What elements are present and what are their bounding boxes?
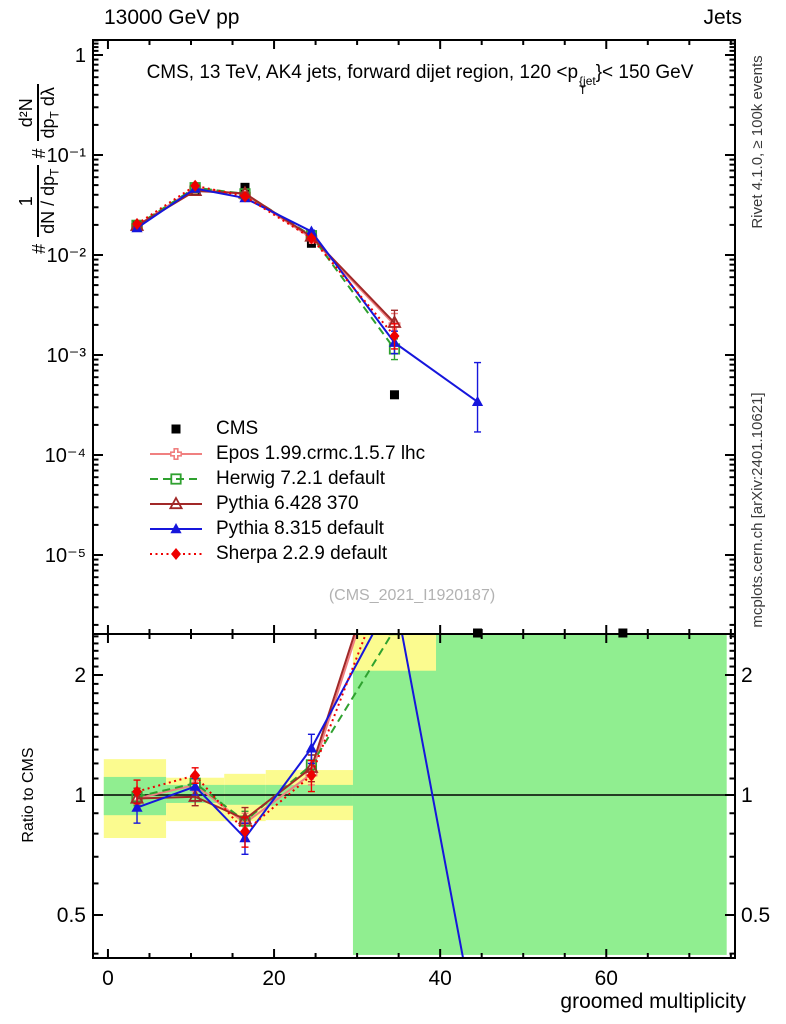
data-point-marker xyxy=(168,495,184,509)
data-point-marker xyxy=(131,801,143,812)
analysis-id-watermark: (CMS_2021_I1920187) xyxy=(328,587,496,604)
legend-item-cms: CMS xyxy=(148,416,425,441)
beam-energy-label: 13000 GeV pp xyxy=(104,6,240,29)
main-y-tick-label: 10⁻⁵ xyxy=(45,545,86,567)
main-y-tick-label: 1 xyxy=(75,45,86,67)
main-y-tick-label: 10⁻⁴ xyxy=(45,445,86,467)
legend-marker-cms xyxy=(171,424,181,433)
legend-item-sherpa: Sherpa 2.2.9 default xyxy=(148,541,425,566)
x-axis-label: groomed multiplicity xyxy=(560,990,746,1013)
ratio-y-tick-label-right: 1 xyxy=(741,784,753,807)
data-point-marker xyxy=(305,225,318,236)
data-point-marker xyxy=(306,232,317,245)
data-point-marker xyxy=(389,329,400,342)
legend-label-epos: Epos 1.99.crmc.1.5.7 lhc xyxy=(216,442,426,464)
x-tick-label: 60 xyxy=(595,967,618,990)
axis-ticks xyxy=(93,39,735,958)
data-point-marker xyxy=(239,190,250,203)
plot-title-prefix: CMS, 13 TeV, AK4 jets, forward dijet reg… xyxy=(146,62,579,83)
data-point-marker xyxy=(171,424,181,433)
ratio-line-pythia8 xyxy=(136,634,465,958)
legend-marker-pythia6 xyxy=(150,495,202,509)
fraction-denominator: dpT dλ xyxy=(36,84,62,142)
series-line-herwig xyxy=(136,186,396,350)
x-tick-label: 40 xyxy=(428,967,451,990)
legend-item-herwig: Herwig 7.2.1 default xyxy=(148,466,425,491)
hash-symbol: # xyxy=(28,243,49,254)
main-y-axis-label: # 1 dN / dpT # d²N dpT dλ xyxy=(10,34,68,304)
data-point-marker xyxy=(170,447,182,460)
data-point-marker xyxy=(170,522,182,533)
legend-marker-pythia8 xyxy=(150,522,202,533)
data-point-marker xyxy=(190,179,201,192)
series-line-pythia8 xyxy=(136,187,479,403)
series-ratio-sherpa xyxy=(132,634,367,848)
legend-marker-epos xyxy=(150,447,202,460)
fraction-numerator: 1 xyxy=(15,196,36,207)
x-tick-label: 0 xyxy=(102,967,114,990)
series-line-pythia6 xyxy=(136,189,396,324)
fraction-denominator: dN / dpT xyxy=(36,165,62,237)
series-main-pythia8 xyxy=(131,182,484,433)
main-y-tick-label: 10⁻¹ xyxy=(47,145,87,167)
main-y-tick-label: 10⁻² xyxy=(47,245,87,267)
legend-item-pythia8: Pythia 8.315 default xyxy=(148,516,425,541)
main-y-tick-label: 10⁻³ xyxy=(47,345,87,367)
legend-label-herwig: Herwig 7.2.1 default xyxy=(216,467,385,489)
series-ratio-pythia8 xyxy=(131,634,465,958)
legend-item-pythia6: Pythia 6.428 370 xyxy=(148,491,425,516)
series-main-sherpa xyxy=(132,179,400,350)
legend: CMS Epos 1.99.crmc.1.5.7 lhc Herwig 7.2.1 … xyxy=(148,416,425,566)
ratio-y-tick-label-right: 0.5 xyxy=(741,904,770,927)
legend-label-cms: CMS xyxy=(216,417,259,439)
data-point-marker xyxy=(306,769,317,782)
ratio-line-sherpa xyxy=(136,634,367,833)
fraction-numerator: d²N xyxy=(15,98,36,128)
data-point-marker xyxy=(305,742,318,753)
ratio-y-tick-label-left: 0.5 xyxy=(57,904,86,927)
fraction-one-over-dndpt: 1 dN / dpT xyxy=(15,165,62,237)
plot-title: CMS, 13 TeV, AK4 jets, forward dijet reg… xyxy=(60,62,780,97)
pt-jet-superscript: {jet xyxy=(579,74,596,88)
plot-title-suffix: }< 150 GeV xyxy=(595,62,694,83)
data-point-marker xyxy=(189,780,201,791)
legend-marker-sherpa xyxy=(150,547,202,560)
legend-marker-herwig xyxy=(150,472,202,485)
legend-label-sherpa: Sherpa 2.2.9 default xyxy=(216,542,388,564)
band-total-uncertainty xyxy=(352,634,437,671)
ratio-y-tick-label-right: 2 xyxy=(741,664,753,687)
legend-label-pythia6: Pythia 6.428 370 xyxy=(216,492,359,514)
data-point-marker xyxy=(171,547,181,560)
legend-item-epos: Epos 1.99.crmc.1.5.7 lhc xyxy=(148,441,425,466)
ratio-y-tick-label-left: 2 xyxy=(74,664,86,687)
mcplots-reference-note: mcplots.cern.ch [arXiv:2401.10621] xyxy=(749,392,766,628)
pt-jet-supsub: {jet T xyxy=(579,74,596,97)
data-point-marker xyxy=(132,218,143,231)
rivet-version-note: Rivet 4.1.0, ≥ 100k events xyxy=(749,55,766,229)
data-point-marker xyxy=(190,769,201,782)
legend-label-pythia8: Pythia 8.315 default xyxy=(216,517,384,539)
x-tick-label: 20 xyxy=(262,967,285,990)
series-main-cms xyxy=(132,182,399,400)
cms-clipped-data-marker xyxy=(618,628,628,638)
ratio-y-axis-label: Ratio to CMS xyxy=(20,747,37,843)
hash-symbol: # xyxy=(28,148,49,159)
data-point-marker xyxy=(471,395,484,407)
data-point-marker xyxy=(239,825,250,838)
data-point-marker xyxy=(188,788,203,802)
cms-clipped-data-marker xyxy=(473,628,483,638)
fraction-d2n-dptdlambda: d²N dpT dλ xyxy=(15,84,62,142)
ratio-y-tick-label-left: 1 xyxy=(74,784,86,807)
data-point-marker xyxy=(389,390,399,400)
pt-subscript: T xyxy=(579,83,587,97)
data-point-marker xyxy=(132,785,143,798)
analysis-topic-label: Jets xyxy=(703,6,742,29)
data-point-marker xyxy=(170,472,182,485)
